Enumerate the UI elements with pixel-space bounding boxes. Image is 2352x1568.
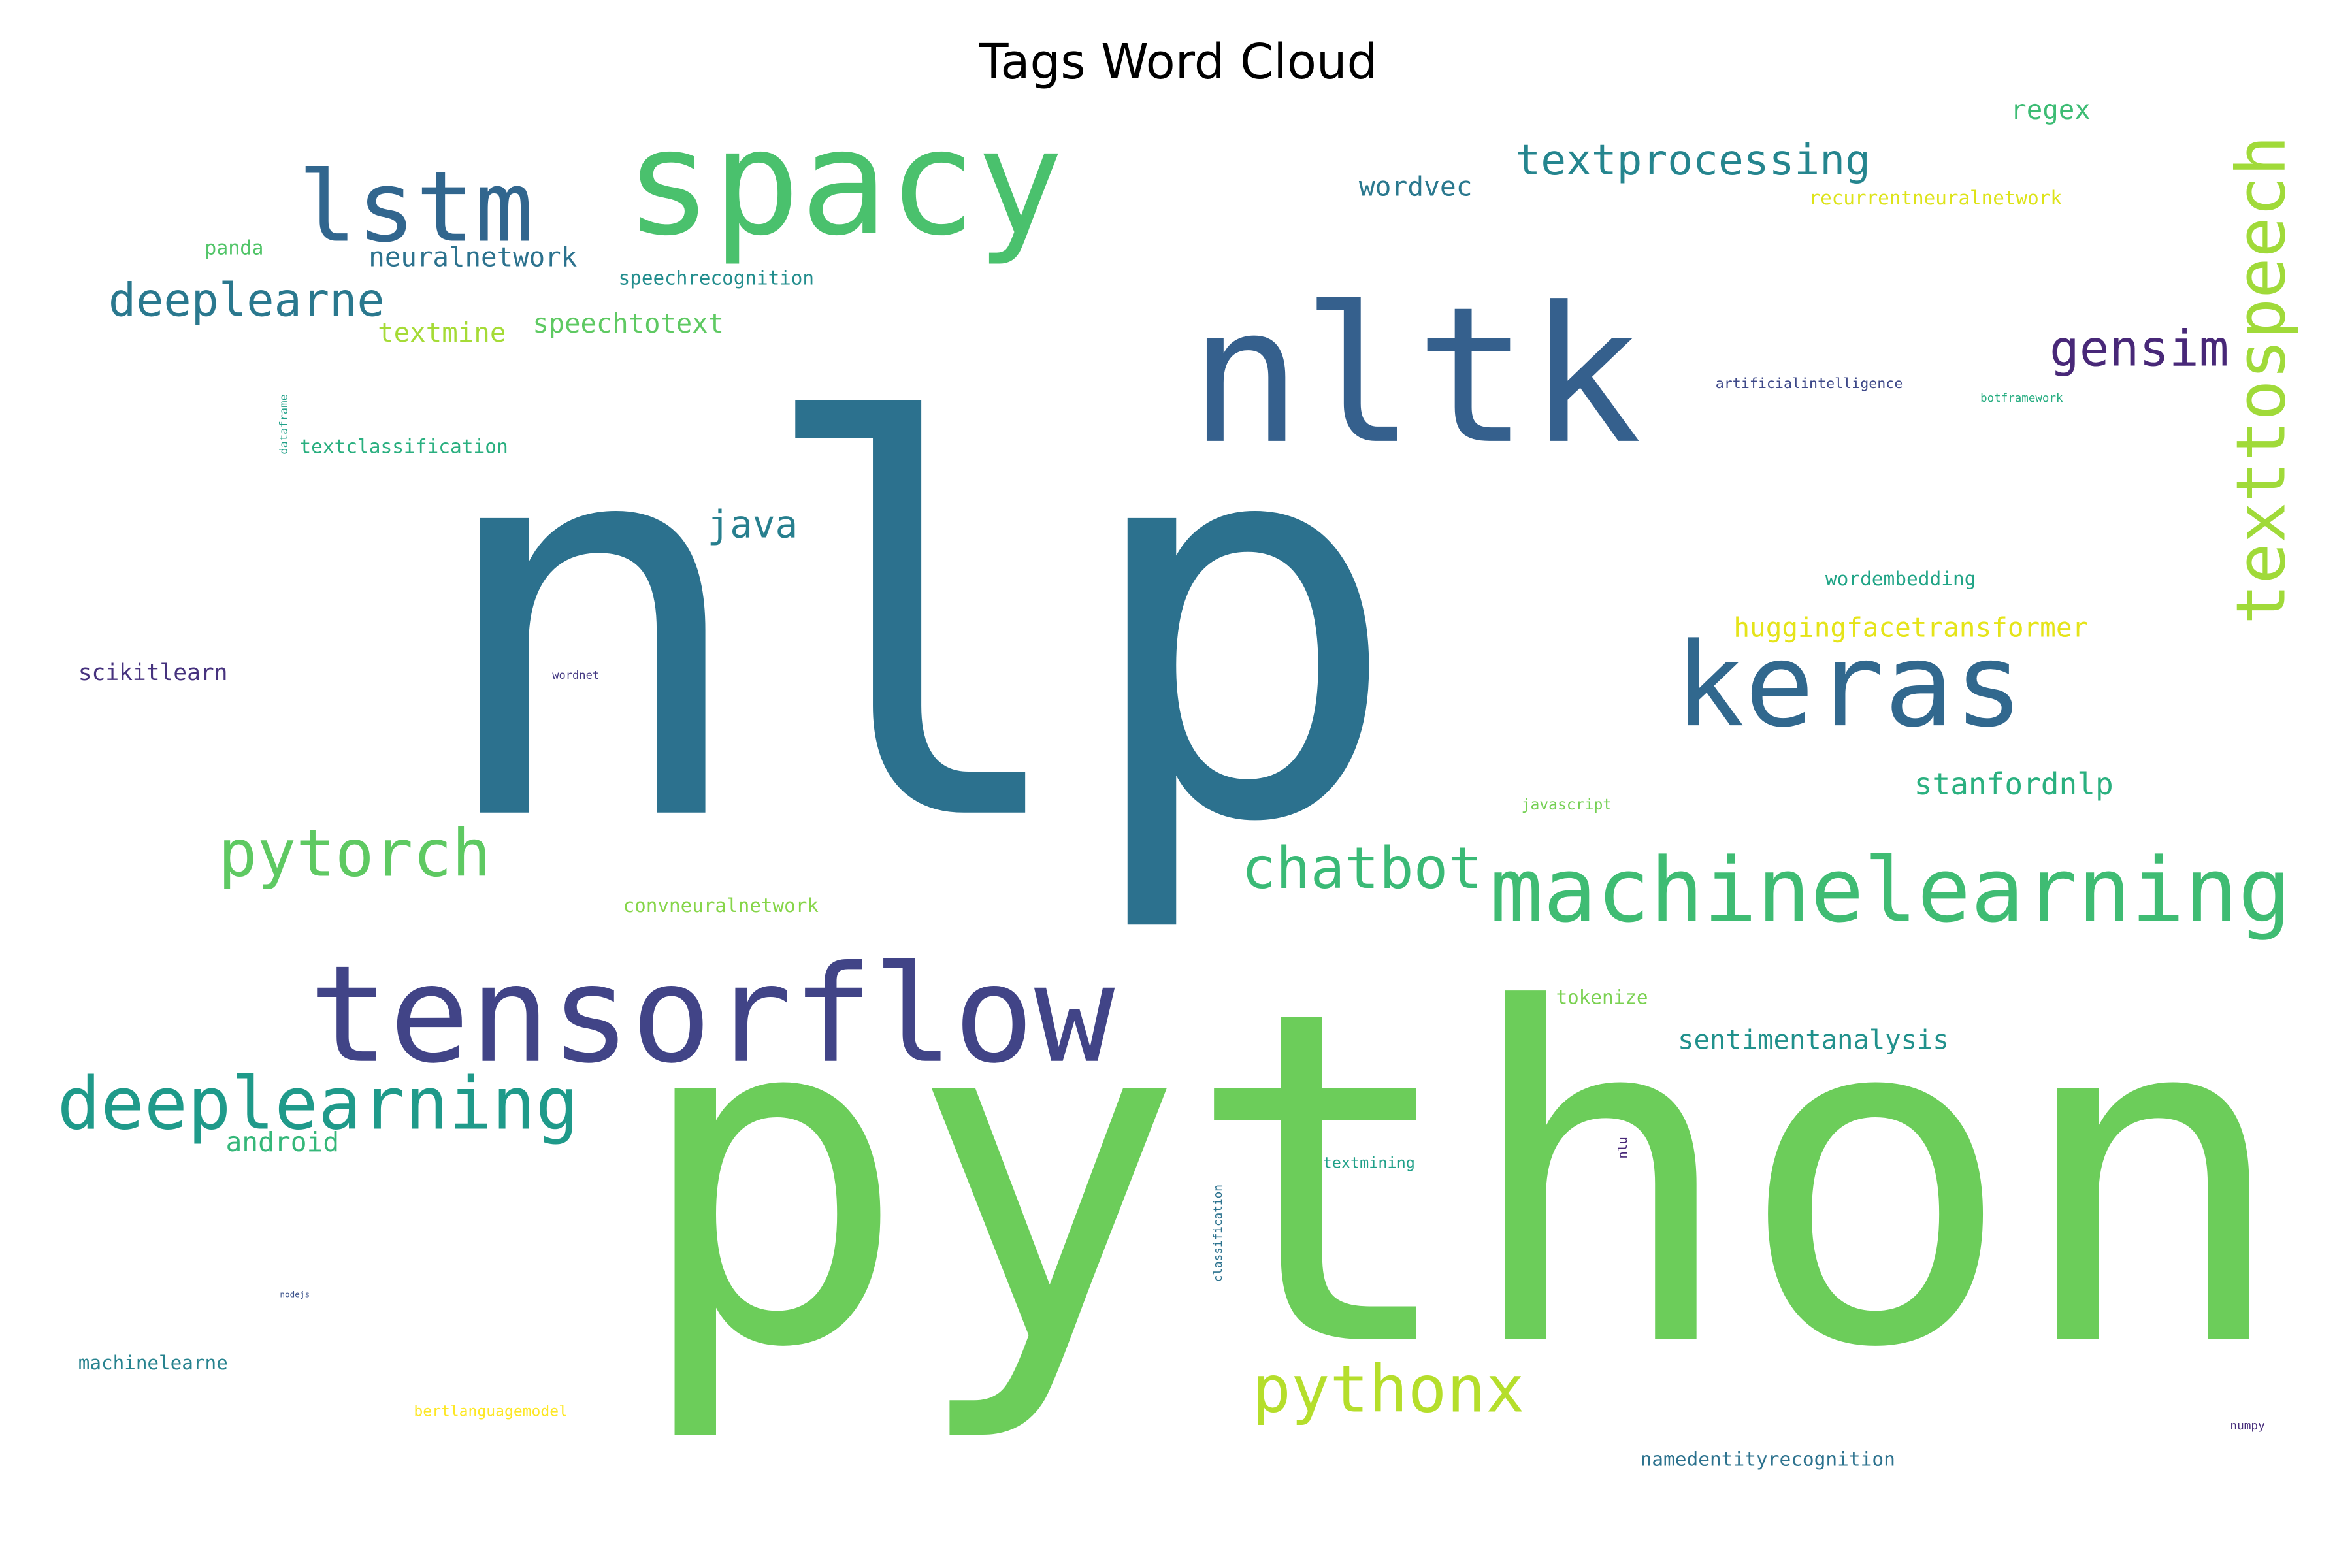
word: scikitlearn (78, 660, 228, 686)
word: textmining (1323, 1153, 1415, 1171)
word: botframework (1980, 392, 2063, 405)
word: huggingfacetransformer (1733, 612, 2088, 643)
word: nlp (429, 314, 1401, 940)
word: wordvec (1359, 171, 1473, 202)
word: nlu (1616, 1137, 1630, 1158)
word: convneuralnetwork (623, 894, 819, 917)
word: speechrecognition (619, 267, 814, 289)
word: textmine (378, 317, 506, 348)
word: recurrentneuralnetwork (1809, 187, 2063, 209)
word: dataframe (278, 394, 291, 454)
word: tensorflow (308, 938, 1115, 1093)
word: python (632, 913, 2290, 1448)
word: machinelearne (78, 1352, 228, 1374)
word: speechtotext (532, 308, 724, 339)
word: numpy (2230, 1420, 2264, 1433)
word: gensim (2050, 319, 2229, 378)
word: chatbot (1241, 835, 1482, 902)
word: keras (1675, 617, 2024, 753)
word: pythonx (1252, 1352, 1524, 1427)
word: namedentityrecognition (1641, 1448, 1895, 1470)
word: deeplearning (57, 1062, 580, 1146)
word: spacy (625, 98, 1064, 268)
word: pytorch (218, 816, 491, 891)
word: deeplearne (108, 274, 385, 327)
word: java (708, 502, 798, 546)
word: texttospeech (2222, 135, 2300, 625)
word: sentimentanalysis (1678, 1024, 1949, 1055)
word: neuralnetwork (368, 242, 577, 273)
word: panda (204, 237, 263, 259)
word: textprocessing (1515, 136, 1870, 185)
word: nodejs (280, 1289, 310, 1299)
word: machinelearning (1490, 840, 2291, 943)
word: android (225, 1126, 339, 1158)
word: lstm (298, 151, 534, 265)
word: bertlanguagemodel (414, 1403, 568, 1420)
word: stanfordnlp (1914, 766, 2114, 802)
word: wordembedding (1825, 568, 1976, 590)
word: wordnet (552, 669, 599, 682)
word: nltk (1189, 267, 1642, 485)
word: artificialintelligence (1716, 376, 1903, 392)
word: regex (2010, 94, 2091, 125)
word: javascript (1522, 796, 1612, 813)
word: tokenize (1556, 986, 1648, 1008)
word: classification (1212, 1184, 1225, 1282)
chart-title: Tags Word Cloud (979, 35, 1378, 90)
word: textclassification (299, 435, 508, 457)
